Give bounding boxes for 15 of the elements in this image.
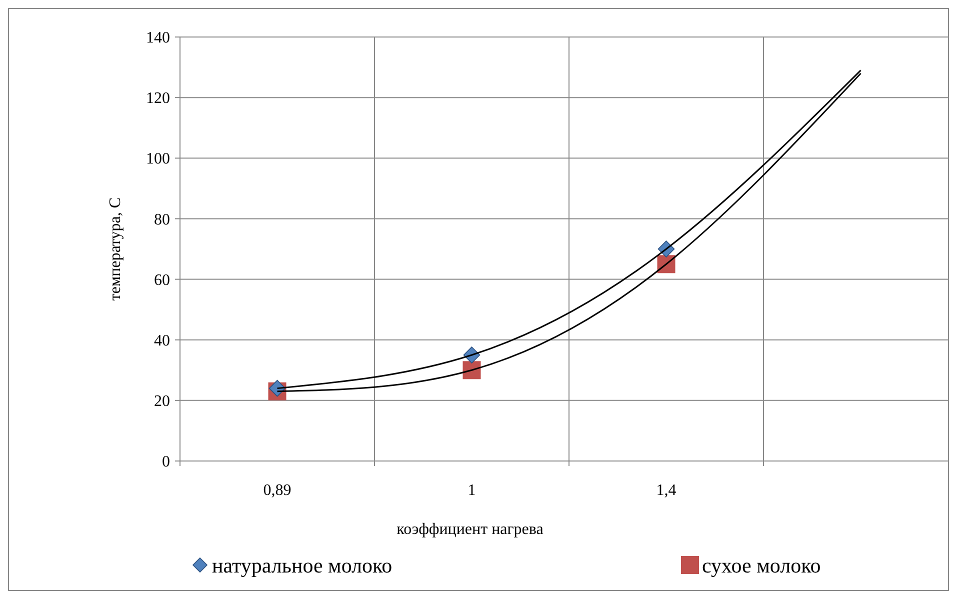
y-tick-label: 20 [154, 393, 170, 410]
y-tick-label: 140 [146, 30, 170, 47]
x-tick-label: 0,89 [263, 482, 292, 499]
y-tick-label: 60 [154, 272, 170, 289]
legend-label: сухое молоко [702, 553, 821, 578]
x-tick-label: 1,4 [656, 482, 676, 499]
y-tick-label: 80 [154, 211, 170, 228]
x-axis-title: коэффициент нагрева [396, 521, 544, 538]
x-tick-label: 1 [468, 482, 476, 499]
y-tick-label: 0 [162, 454, 170, 471]
y-tick-label: 120 [146, 90, 170, 108]
y-axis-title: температура, С [107, 197, 124, 301]
y-tick-label: 40 [154, 332, 170, 350]
y-tick-label: 100 [146, 150, 170, 168]
legend-label: натуральное молоко [212, 553, 392, 578]
